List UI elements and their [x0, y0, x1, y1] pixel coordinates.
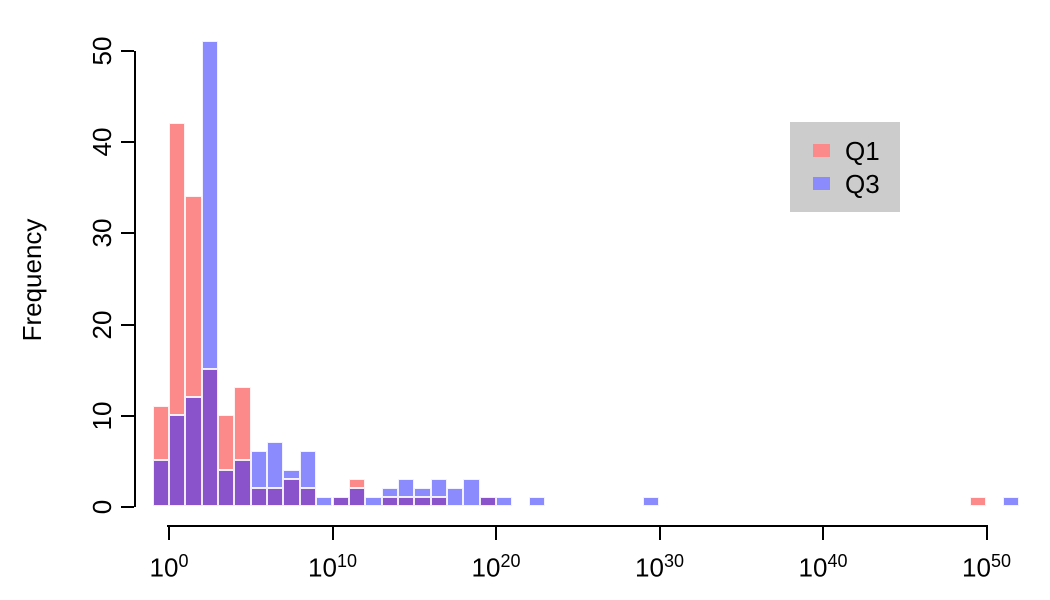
- bar-segment-overlap: [430, 496, 447, 506]
- legend: Q1 Q3: [790, 122, 900, 212]
- x-tick: [495, 526, 497, 540]
- legend-item-q3: Q3: [813, 170, 900, 198]
- bar-segment-q3: [430, 478, 447, 497]
- bar-segment-overlap: [152, 460, 169, 506]
- bar-segment-q3: [463, 478, 480, 506]
- y-tick: [121, 232, 134, 235]
- x-tick-label: 100: [149, 551, 189, 583]
- x-tick: [822, 526, 824, 540]
- y-tick-label: 10: [87, 401, 117, 431]
- legend-item-q1: Q1: [813, 137, 900, 165]
- bar-segment-q1: [152, 405, 169, 461]
- x-tick-label: 1030: [635, 551, 684, 583]
- bar-segment-q1: [234, 387, 251, 461]
- bar-segment-q1: [218, 414, 235, 470]
- x-tick: [168, 526, 170, 540]
- bar-segment-overlap: [414, 496, 431, 506]
- x-tick-label: 1010: [308, 551, 357, 583]
- y-tick: [121, 414, 134, 417]
- legend-swatch-q3-icon: [813, 177, 830, 190]
- y-tick-label: 20: [87, 310, 117, 340]
- bar-segment-overlap: [250, 487, 268, 506]
- y-tick: [121, 506, 134, 508]
- x-tick: [658, 526, 661, 540]
- y-tick: [121, 50, 134, 52]
- y-tick-label: 30: [87, 218, 117, 248]
- bar-segment-q3: [267, 442, 284, 488]
- y-axis-line: [133, 51, 136, 507]
- bar-segment-overlap: [234, 460, 251, 506]
- y-tick: [121, 141, 134, 144]
- bar-segment-q3: [643, 496, 660, 506]
- bar-segment-q3: [283, 469, 300, 479]
- bar-segment-q3: [250, 451, 268, 488]
- bar-segment-q3: [316, 496, 333, 506]
- bar-segment-overlap: [218, 469, 235, 506]
- legend-label-q3: Q3: [845, 168, 880, 199]
- bar-segment-overlap: [348, 487, 366, 506]
- y-tick-label: 40: [87, 127, 117, 157]
- bar-segment-overlap: [332, 496, 349, 506]
- bar-segment-q1: [169, 122, 186, 415]
- bar-segment-q3: [414, 487, 431, 497]
- legend-label-q1: Q1: [845, 135, 880, 166]
- bar-segment-q1: [970, 496, 987, 506]
- legend-swatch-q1-icon: [813, 144, 830, 157]
- bar-segment-q3: [397, 478, 415, 497]
- x-tick-label: 1040: [798, 551, 848, 583]
- bar-segment-overlap: [185, 396, 202, 506]
- bar-segment-q3: [201, 40, 219, 370]
- bar-segment-overlap: [283, 478, 300, 506]
- bar-segment-overlap: [299, 487, 317, 506]
- bar-segment-q1: [348, 478, 366, 488]
- bar-segment-overlap: [201, 369, 219, 506]
- x-axis-line: [167, 524, 988, 527]
- bar-segment-q1: [185, 195, 202, 397]
- bar-segment-overlap: [381, 496, 398, 506]
- x-tick-label: 1050: [962, 551, 1011, 583]
- bar-segment-q3: [365, 496, 382, 506]
- y-axis-title: Frequency: [17, 218, 47, 342]
- bar-segment-q3: [381, 487, 398, 497]
- y-tick: [121, 323, 134, 326]
- y-tick-label: 50: [87, 36, 117, 66]
- bar-segment-q3: [299, 451, 317, 488]
- bar-segment-q3: [446, 487, 464, 506]
- x-tick-label: 1020: [471, 551, 521, 583]
- bar-segment-overlap: [479, 496, 496, 506]
- bar-segment-q3: [496, 496, 513, 506]
- bar-segment-q3: [528, 496, 546, 506]
- bar-segment-overlap: [267, 487, 284, 506]
- y-tick-label: 0: [87, 499, 117, 515]
- bar-segment-overlap: [397, 496, 415, 506]
- bar-segment-q3: [1002, 496, 1020, 506]
- x-tick: [985, 526, 988, 540]
- x-tick: [331, 526, 334, 540]
- bar-segment-overlap: [169, 414, 186, 506]
